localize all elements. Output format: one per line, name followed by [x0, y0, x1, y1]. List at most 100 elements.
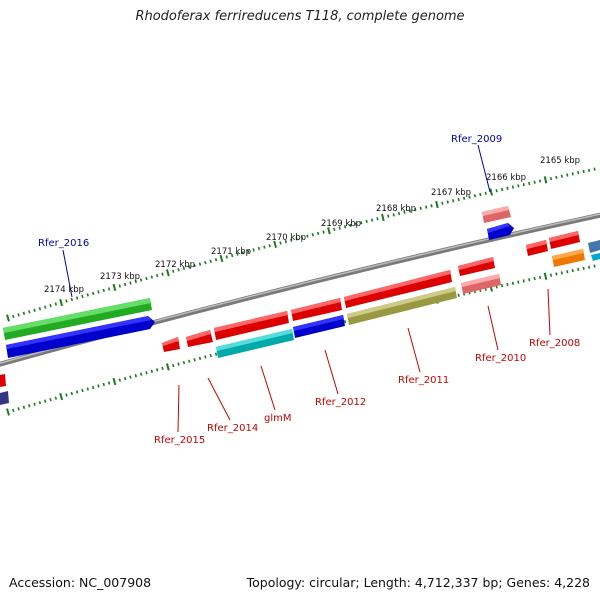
major-tick: [273, 240, 277, 249]
kbp-label: 2174 kbp: [44, 285, 84, 295]
minor-tick: [484, 191, 487, 195]
minor-tick: [338, 226, 341, 230]
minor-tick: [522, 183, 525, 187]
minor-tick: [17, 407, 20, 411]
minor-tick: [517, 184, 520, 188]
gene-arrow-rfer-2008-top2[interactable]: [549, 231, 580, 249]
minor-tick: [593, 264, 596, 268]
minor-tick: [134, 279, 137, 284]
minor-tick: [577, 171, 580, 175]
gene-label-rfer-2014[interactable]: Rfer_2014: [207, 423, 258, 434]
minor-tick: [198, 356, 202, 361]
minor-tick: [528, 278, 531, 282]
gene-arrow-glmm-top[interactable]: [214, 311, 289, 340]
minor-tick: [533, 276, 536, 281]
minor-tick: [452, 199, 455, 203]
kbp-scale: 2174 kbp 2173 kbp 2172 kbp 2171 kbp 2170…: [44, 156, 580, 295]
gene-arrow-left-edge-navy[interactable]: [0, 391, 9, 405]
minor-tick: [511, 281, 514, 285]
major-tick: [219, 254, 224, 263]
gene-label-rfer-2010[interactable]: Rfer_2010: [475, 353, 526, 364]
gene-arrow-rfer-2012-top[interactable]: [291, 298, 342, 321]
minor-tick: [12, 314, 15, 319]
minor-tick: [44, 399, 47, 403]
minor-tick: [241, 251, 245, 255]
gene-arrow-rfer-2014[interactable]: [186, 330, 213, 347]
minor-tick: [419, 206, 422, 211]
minor-tick: [425, 205, 428, 209]
minor-tick: [236, 252, 239, 256]
major-tick: [6, 408, 10, 416]
minor-tick: [376, 217, 379, 221]
minor-tick: [517, 280, 520, 284]
minor-tick: [457, 293, 460, 297]
minor-tick: [414, 208, 417, 212]
gene-arrow-rfer-2009[interactable]: [487, 223, 514, 240]
minor-tick: [290, 238, 293, 242]
minor-tick: [177, 362, 180, 366]
major-tick: [165, 363, 170, 371]
gene-arrow-left-edge-red[interactable]: [0, 374, 6, 387]
minor-tick: [560, 174, 563, 178]
gene-arrow-rfer-2010[interactable]: [461, 274, 501, 294]
gene-arrow-rfer-2016-green[interactable]: [3, 298, 152, 340]
gene-arrow-rfer-2010-top[interactable]: [458, 257, 495, 276]
minor-tick: [500, 187, 504, 192]
minor-tick: [22, 311, 26, 315]
minor-tick: [209, 259, 212, 263]
gene-arrow-rfer-2016[interactable]: [6, 316, 155, 358]
minor-tick: [182, 360, 186, 365]
minor-tick: [311, 233, 314, 237]
gene-arrow-rfer-2012[interactable]: [293, 315, 345, 338]
minor-tick: [172, 269, 175, 273]
minor-tick: [161, 272, 164, 276]
minor-tick: [86, 387, 89, 391]
minor-tick: [506, 186, 509, 190]
minor-tick: [156, 273, 159, 278]
minor-tick: [387, 214, 390, 218]
minor-tick: [172, 363, 175, 368]
minor-tick: [279, 241, 282, 245]
minor-tick: [33, 308, 36, 312]
gene-arrow-glmm[interactable]: [216, 329, 294, 358]
gene-label-rfer-2016[interactable]: Rfer_2016: [38, 238, 89, 249]
minor-tick: [38, 401, 42, 405]
minor-tick: [134, 374, 137, 378]
gene-arrow-rfer-2009-pink[interactable]: [482, 206, 511, 223]
minor-tick: [479, 192, 482, 197]
minor-tick: [49, 303, 52, 308]
minor-tick: [571, 268, 574, 273]
gene-arrow-rfer-2011[interactable]: [347, 287, 457, 325]
minor-tick: [225, 255, 228, 259]
minor-tick: [107, 287, 111, 291]
gene-labels: Rfer_2016 Rfer_2009 Rfer_2015 Rfer_2014 …: [38, 134, 580, 446]
gene-arrow-edge-steel[interactable]: [588, 240, 600, 261]
minor-tick: [150, 275, 153, 279]
gene-arrow-rfer-2008[interactable]: [552, 249, 585, 267]
gene-label-glmm[interactable]: glmM: [264, 413, 292, 424]
gene-arrow-rfer-2011-top[interactable]: [344, 270, 452, 308]
minor-tick: [161, 366, 164, 371]
minor-tick: [129, 375, 132, 379]
gene-label-rfer-2015[interactable]: Rfer_2015: [154, 435, 205, 446]
minor-tick: [198, 262, 202, 266]
minor-tick: [230, 253, 234, 258]
gene-label-rfer-2009[interactable]: Rfer_2009: [451, 134, 502, 145]
gene-label-rfer-2011[interactable]: Rfer_2011: [398, 375, 449, 386]
minor-tick: [588, 265, 591, 269]
minor-tick: [33, 402, 36, 406]
minor-tick: [397, 211, 401, 216]
gene-arrow-rfer-2008-top[interactable]: [526, 240, 548, 256]
major-tick: [381, 213, 385, 222]
minor-tick: [204, 260, 207, 265]
minor-tick: [193, 263, 196, 268]
label-leaders: [62, 144, 551, 433]
minor-tick: [582, 169, 585, 174]
gene-label-rfer-2008[interactable]: Rfer_2008: [529, 338, 580, 349]
minor-tick: [38, 307, 42, 311]
gene-arrow-rfer-2015[interactable]: [162, 337, 180, 352]
minor-tick: [97, 384, 100, 388]
minor-tick: [354, 222, 358, 226]
gene-label-rfer-2012[interactable]: Rfer_2012: [315, 397, 366, 408]
minor-tick: [54, 302, 58, 306]
